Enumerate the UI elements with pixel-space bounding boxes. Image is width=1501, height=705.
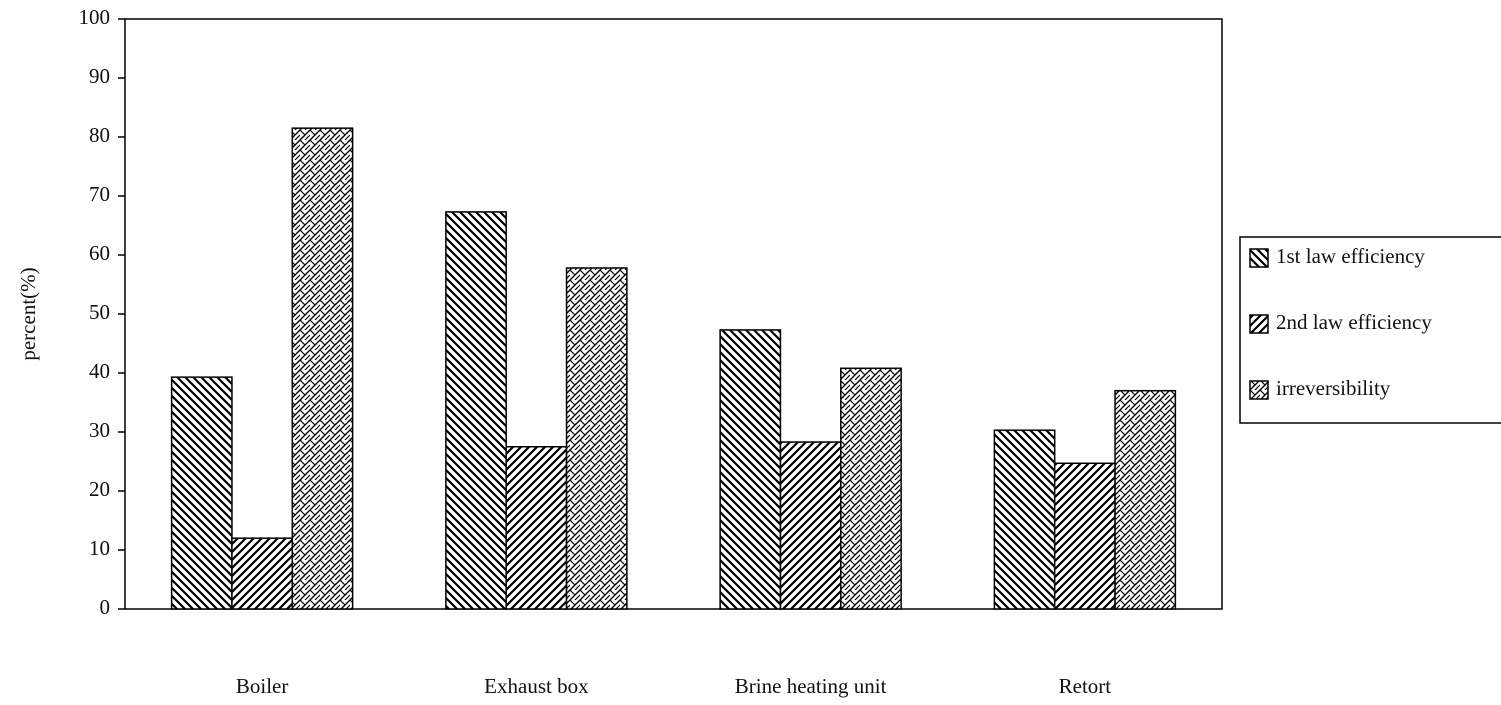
y-tick-label: 80 bbox=[89, 123, 110, 147]
y-tick-label: 50 bbox=[89, 300, 110, 324]
x-tick-label: Boiler bbox=[236, 674, 289, 698]
bar bbox=[993, 429, 1056, 610]
x-tick-label: Exhaust box bbox=[484, 674, 589, 698]
bar bbox=[840, 367, 902, 610]
y-tick-label: 40 bbox=[89, 359, 110, 383]
y-tick-label: 100 bbox=[79, 5, 111, 29]
x-tick-label: Brine heating unit bbox=[735, 674, 887, 698]
bar bbox=[170, 376, 233, 610]
y-tick-label: 0 bbox=[100, 595, 111, 619]
legend-label: 2nd law efficiency bbox=[1276, 310, 1432, 334]
legend-label: 1st law efficiency bbox=[1276, 244, 1425, 268]
legend-label: irreversibility bbox=[1276, 376, 1391, 400]
bar bbox=[505, 446, 568, 610]
bar bbox=[719, 329, 782, 610]
y-tick-label: 30 bbox=[89, 418, 110, 442]
bar bbox=[565, 267, 628, 610]
x-tick-label: Retort bbox=[1059, 674, 1112, 698]
y-tick-label: 20 bbox=[89, 477, 110, 501]
legend-box bbox=[1239, 236, 1501, 424]
bar bbox=[1053, 462, 1116, 610]
bar bbox=[445, 211, 507, 610]
bar bbox=[231, 537, 294, 610]
bar bbox=[779, 441, 842, 610]
legend-swatch bbox=[1249, 314, 1269, 334]
bar bbox=[1114, 389, 1177, 610]
y-tick-label: 90 bbox=[89, 64, 110, 88]
y-tick-label: 60 bbox=[89, 241, 110, 265]
legend-swatch bbox=[1249, 248, 1269, 268]
y-axis-label: percent(%) bbox=[16, 267, 40, 360]
y-tick-label: 10 bbox=[89, 536, 110, 560]
y-tick-label: 70 bbox=[89, 182, 110, 206]
legend-swatch bbox=[1249, 380, 1269, 400]
bar bbox=[291, 127, 354, 610]
